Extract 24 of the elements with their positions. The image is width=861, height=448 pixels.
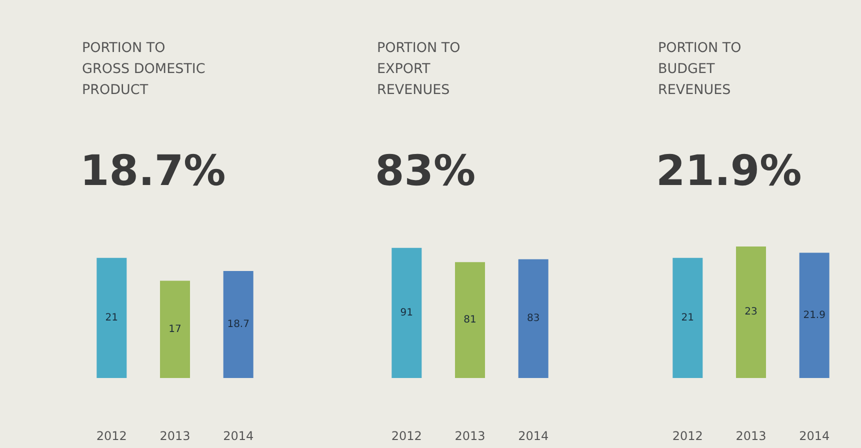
x-tick-label: 2013 [736,429,766,443]
x-tick-label: 2013 [454,429,486,443]
x-tick-label: 2012 [672,429,703,443]
data-label: 83 [526,313,540,324]
chart-title: PORTION TO BUDGET REVENUES [658,39,742,100]
x-tick-label: 2014 [518,429,549,443]
data-label: 91 [400,307,414,318]
chart-subtitle: 21.9% [656,146,802,195]
data-label: 18.7 [227,319,250,330]
x-tick-label: 2014 [799,429,830,443]
data-label: 21 [681,312,694,324]
chart-title: PORTION TO EXPORT REVENUES [377,39,462,100]
data-label: 21 [105,312,118,324]
data-label: 81 [464,314,476,326]
data-label: 17 [168,324,182,335]
chart-subtitle: 18.7% [80,146,226,195]
data-label: 23 [744,306,758,318]
x-tick-label: 2012 [391,429,422,443]
data-label: 21.9 [803,310,826,321]
chart-subtitle: 83% [375,146,476,195]
x-tick-label: 2014 [223,429,254,443]
x-tick-label: 2012 [96,429,127,443]
chart-title: PORTION TO GROSS DOMESTIC PRODUCT [82,39,206,100]
x-tick-label: 2013 [160,429,190,443]
